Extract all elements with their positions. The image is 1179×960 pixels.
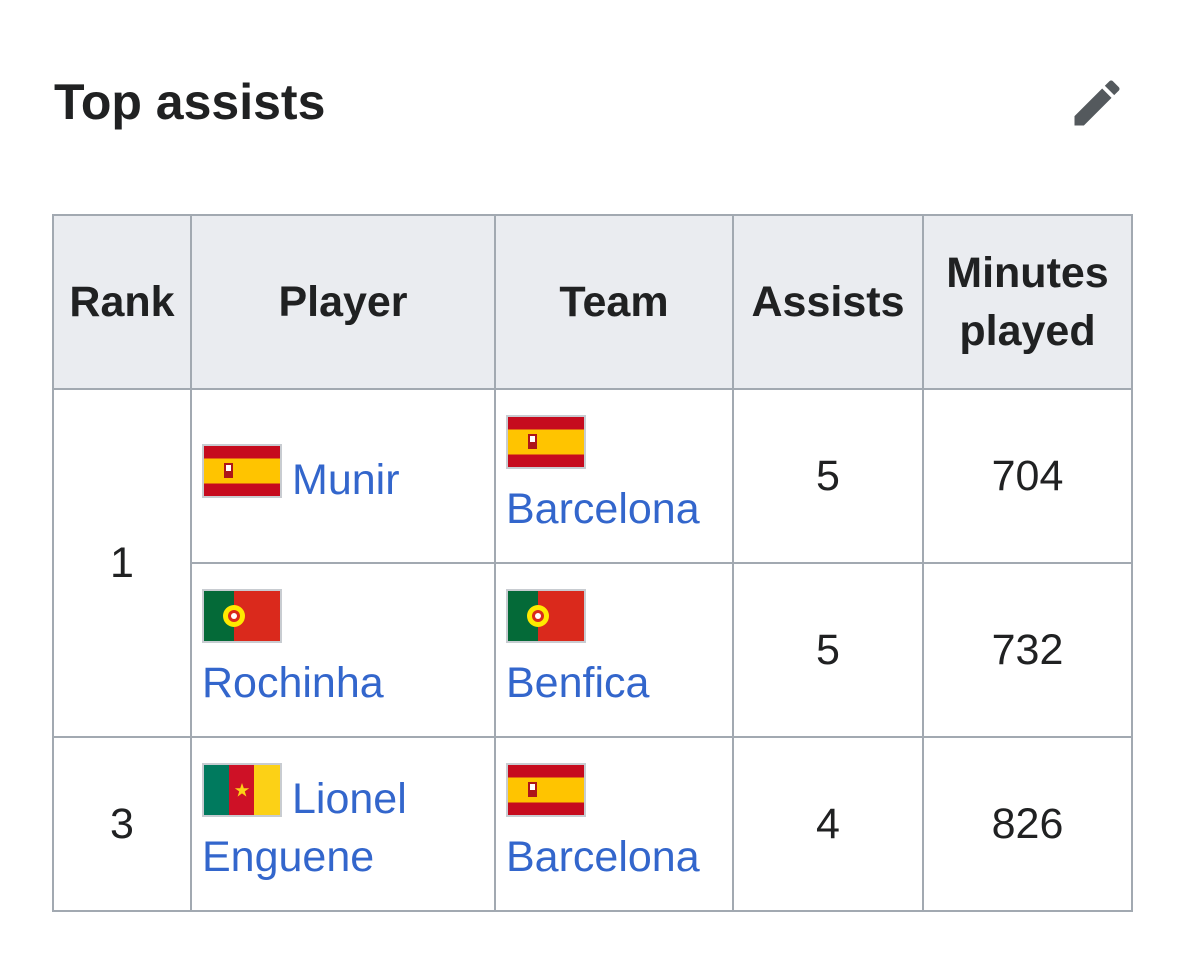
assists-cell: 5: [732, 388, 924, 564]
top-assists-table: Rank Player Team Assists Minutes played …: [52, 214, 1133, 912]
team-link-barcelona[interactable]: Barcelona: [506, 484, 700, 533]
player-link-lionel-enguene[interactable]: Lionel Enguene: [202, 774, 407, 881]
player-link-munir[interactable]: Munir: [292, 455, 400, 504]
assists-cell: 5: [732, 562, 924, 738]
cameroon-flag-icon: [202, 762, 282, 817]
section-title: Top assists: [54, 74, 326, 130]
assists-cell: 4: [732, 736, 924, 912]
player-link-rochinha[interactable]: Rochinha: [202, 658, 384, 707]
rank-cell: 3: [52, 736, 192, 912]
team-link-barcelona[interactable]: Barcelona: [506, 832, 700, 881]
table-row: 3 Lionel Enguene Barcelona 4 826: [52, 736, 1133, 912]
header-player: Player: [190, 214, 496, 390]
edit-section-button[interactable]: [1064, 70, 1130, 136]
table-header-row: Rank Player Team Assists Minutes played: [52, 214, 1133, 390]
player-cell: Lionel Enguene: [190, 736, 496, 912]
header-assists: Assists: [732, 214, 924, 390]
rank-cell: 1: [52, 388, 192, 738]
team-cell: Benfica: [494, 562, 734, 738]
minutes-cell: 826: [922, 736, 1133, 912]
player-cell: Munir: [190, 388, 496, 564]
header-team: Team: [494, 214, 734, 390]
team-link-benfica[interactable]: Benfica: [506, 658, 650, 707]
player-cell: Rochinha: [190, 562, 496, 738]
portugal-flag-icon: [202, 588, 282, 643]
spain-flag-icon: [202, 443, 282, 498]
spain-flag-icon: [506, 762, 586, 817]
header-rank: Rank: [52, 214, 192, 390]
team-cell: Barcelona: [494, 736, 734, 912]
table-row: Rochinha Benfica 5 732: [53, 562, 1133, 738]
minutes-cell: 704: [922, 388, 1133, 564]
pencil-icon: [1067, 73, 1127, 133]
portugal-flag-icon: [506, 588, 586, 643]
spain-flag-icon: [506, 414, 586, 469]
team-cell: Barcelona: [494, 388, 734, 564]
minutes-cell: 732: [922, 562, 1133, 738]
header-minutes-played: Minutes played: [922, 214, 1133, 390]
table-row: 1 Munir Barcelona 5 704: [52, 388, 1133, 738]
